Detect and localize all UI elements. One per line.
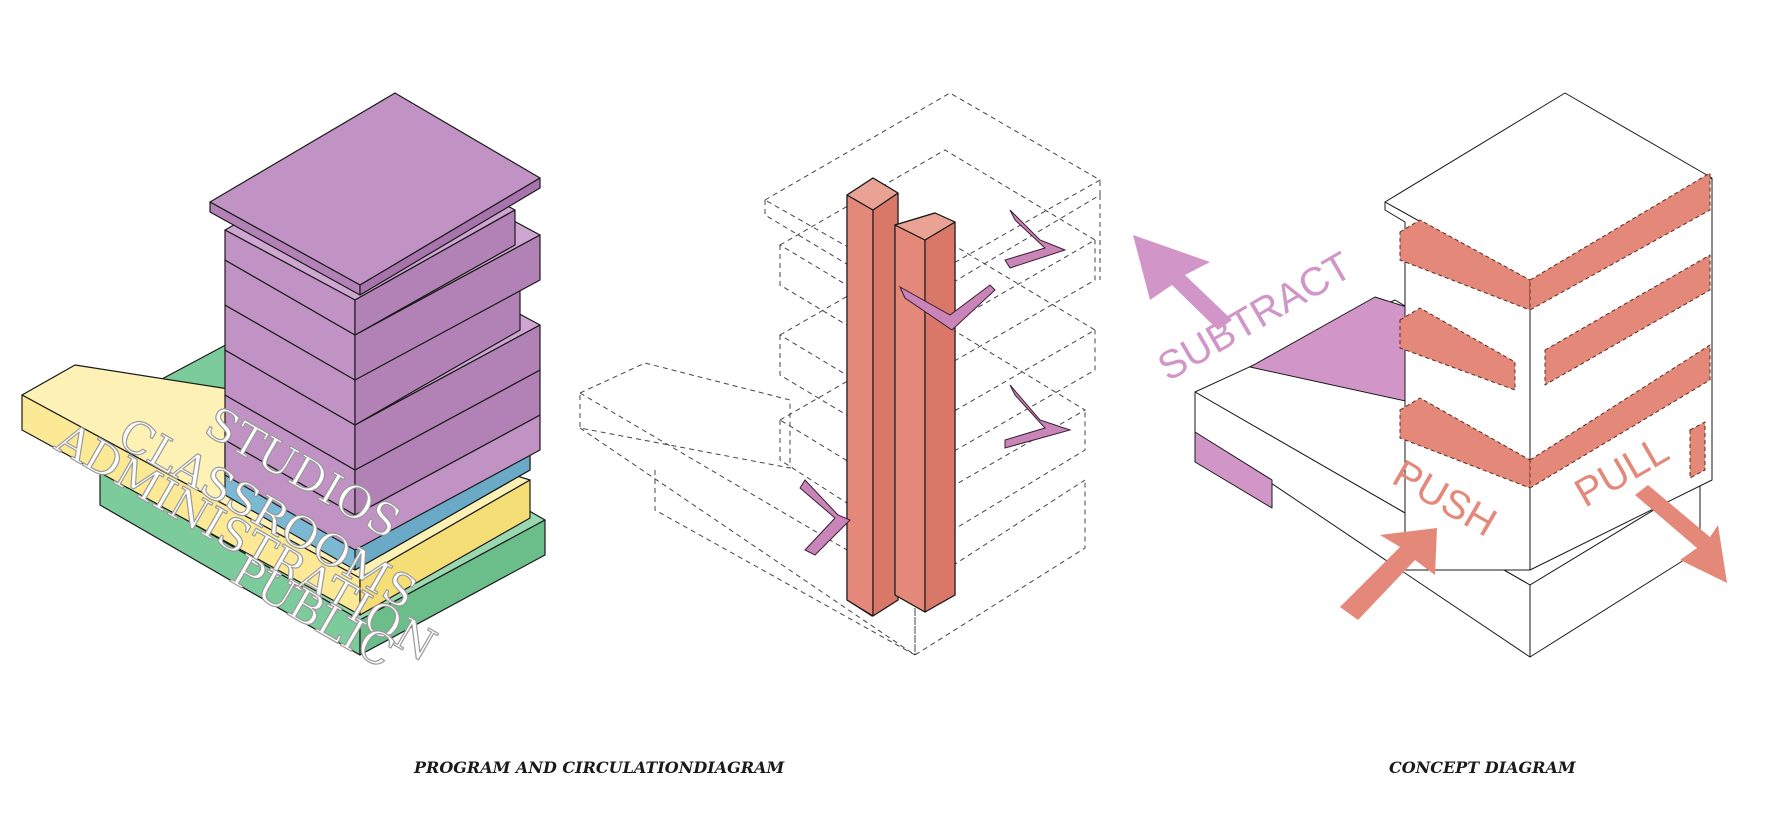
- pull-arrow: [1635, 485, 1727, 583]
- circulation-core: [846, 177, 956, 617]
- ghost-volumes: [579, 92, 1102, 656]
- program-diagram: STUDIOS CLASSROOMS ADMINISTRATION PUBLIC: [21, 92, 546, 679]
- subtract-side: [1194, 431, 1273, 509]
- caption-row: PROGRAM AND CIRCULATIONDIAGRAM CONCEPT D…: [0, 758, 1773, 788]
- stairs: [799, 209, 1072, 556]
- studios-volume: [209, 92, 541, 551]
- caption-concept: CONCEPT DIAGRAM: [1389, 758, 1576, 777]
- concept-diagram: SUBTRACT PUSH PULL: [1133, 92, 1727, 658]
- concept-bands: [1399, 172, 1711, 489]
- caption-program-circulation: PROGRAM AND CIRCULATIONDIAGRAM: [414, 758, 785, 777]
- push-arrow: [1340, 528, 1437, 620]
- subtract-arrow: [1133, 235, 1232, 330]
- circulation-diagram: [579, 92, 1102, 656]
